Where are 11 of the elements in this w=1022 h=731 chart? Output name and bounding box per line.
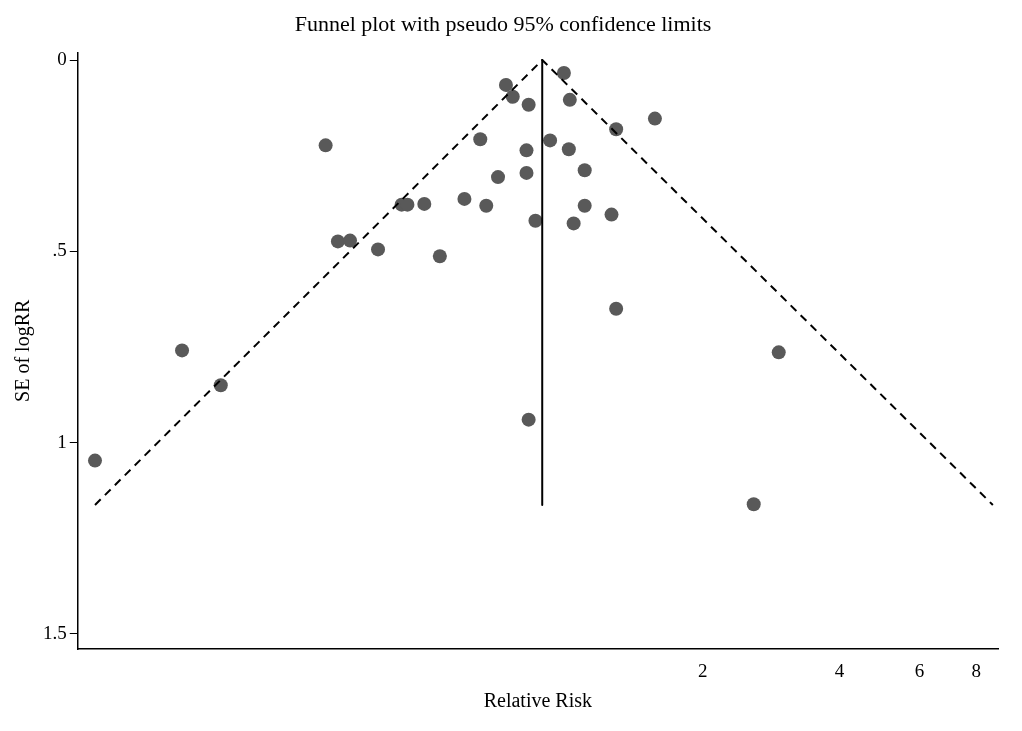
chart-title: Funnel plot with pseudo 95% confidence limits (294, 10, 712, 36)
x-tick-label: 8 (971, 659, 982, 681)
x-axis-title: Relative Risk (483, 689, 593, 712)
y-tick-label: 1 (57, 430, 67, 452)
x-tick-label: 4 (834, 659, 845, 681)
y-axis-title: SE of logRR (11, 299, 35, 402)
x-tick-label: 6 (914, 659, 925, 681)
x-tick-label: 2 (697, 659, 708, 681)
y-tick-label: .5 (52, 239, 67, 261)
y-tick-label: 1.5 (43, 621, 67, 643)
y-tick-label: 0 (57, 48, 67, 70)
